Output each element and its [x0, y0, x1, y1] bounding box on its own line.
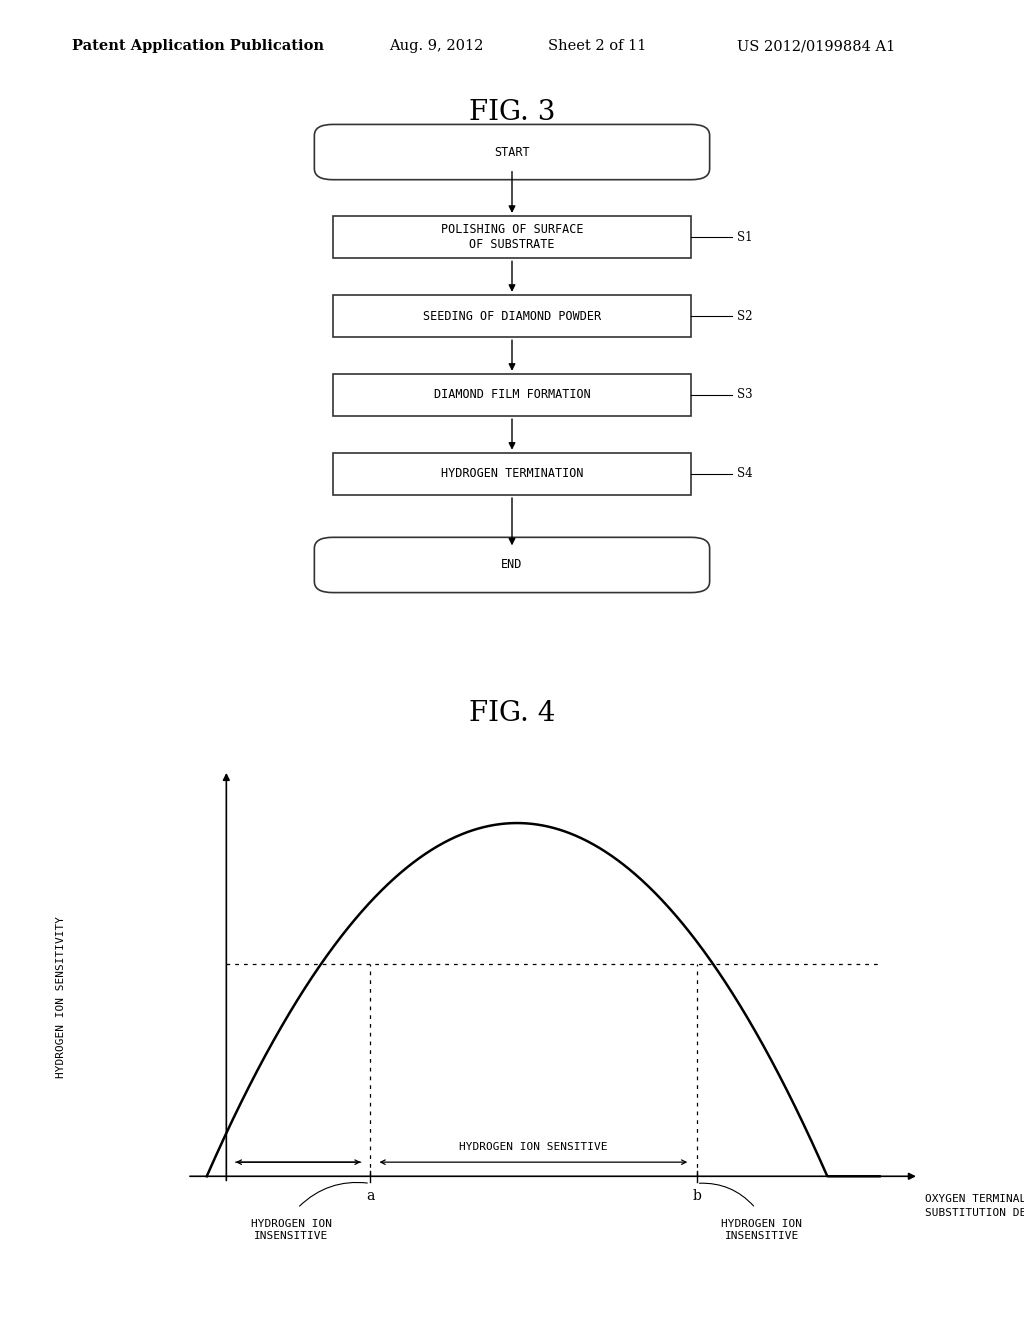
Text: S1: S1: [737, 231, 753, 244]
Text: END: END: [502, 558, 522, 572]
FancyBboxPatch shape: [314, 537, 710, 593]
FancyBboxPatch shape: [314, 124, 710, 180]
Text: OXYGEN TERMINAL
SUBSTITUTION DEGREE(%): OXYGEN TERMINAL SUBSTITUTION DEGREE(%): [926, 1195, 1024, 1217]
Bar: [333, 453, 691, 495]
Text: US 2012/0199884 A1: US 2012/0199884 A1: [737, 40, 896, 53]
Text: Sheet 2 of 11: Sheet 2 of 11: [548, 40, 646, 53]
Text: POLISHING OF SURFACE
OF SUBSTRATE: POLISHING OF SURFACE OF SUBSTRATE: [440, 223, 584, 251]
Text: Patent Application Publication: Patent Application Publication: [72, 40, 324, 53]
Text: S4: S4: [737, 467, 753, 480]
Text: S2: S2: [737, 309, 753, 322]
Text: b: b: [692, 1188, 701, 1203]
Text: Aug. 9, 2012: Aug. 9, 2012: [389, 40, 483, 53]
Text: HYDROGEN ION
INSENSITIVE: HYDROGEN ION INSENSITIVE: [722, 1218, 803, 1241]
Text: S3: S3: [737, 388, 753, 401]
Text: HYDROGEN ION SENSITIVITY: HYDROGEN ION SENSITIVITY: [56, 916, 67, 1077]
Bar: [333, 216, 691, 259]
Text: HYDROGEN ION SENSITIVE: HYDROGEN ION SENSITIVE: [459, 1142, 607, 1151]
Text: START: START: [495, 145, 529, 158]
Text: HYDROGEN TERMINATION: HYDROGEN TERMINATION: [440, 467, 584, 480]
Bar: [333, 374, 691, 416]
Text: a: a: [366, 1188, 374, 1203]
Text: HYDROGEN ION
INSENSITIVE: HYDROGEN ION INSENSITIVE: [251, 1218, 332, 1241]
Text: FIG. 3: FIG. 3: [469, 99, 555, 125]
Text: FIG. 4: FIG. 4: [469, 700, 555, 726]
Bar: [333, 294, 691, 337]
Text: SEEDING OF DIAMOND POWDER: SEEDING OF DIAMOND POWDER: [423, 309, 601, 322]
Text: DIAMOND FILM FORMATION: DIAMOND FILM FORMATION: [433, 388, 591, 401]
